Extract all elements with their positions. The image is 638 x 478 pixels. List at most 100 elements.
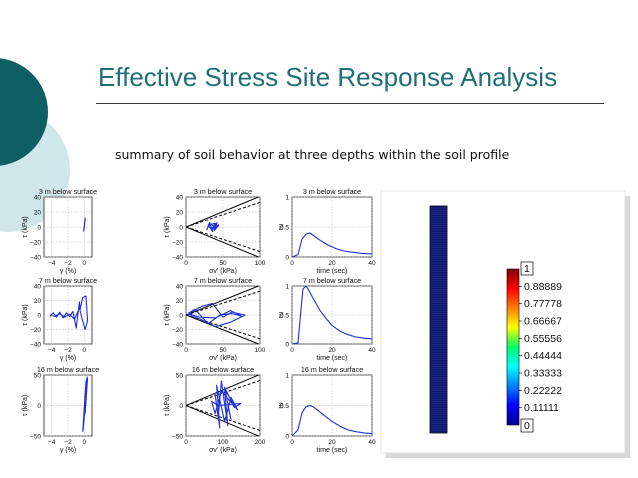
panel-4-series-line xyxy=(49,295,89,331)
panel-1-ytick-label: −20 xyxy=(30,239,41,246)
colorbar-max-label: 1 xyxy=(524,263,530,275)
panel-3-xtick-label: 0 xyxy=(290,260,294,267)
panel-4-ytick-label: 0 xyxy=(37,312,41,319)
panel-3-ytick-label: 0 xyxy=(285,254,289,261)
title-divider xyxy=(96,103,604,104)
colorbar-tick-label: 0.22222 xyxy=(524,385,562,397)
panel-1-xlabel: γ (%) xyxy=(60,268,76,275)
panel-3-xlabel: time (sec) xyxy=(317,268,348,275)
panel-3-xtick-label: 20 xyxy=(328,260,336,267)
colorbar xyxy=(506,268,520,426)
panel-9-xlabel: time (sec) xyxy=(317,447,348,454)
panel-8-xtick-label: 0 xyxy=(184,439,188,446)
panel-1-ytick-label: 20 xyxy=(34,209,42,216)
panel-7-xlabel: γ (%) xyxy=(60,447,76,454)
panel-4-ytick-label: −40 xyxy=(30,341,41,348)
panel-7-series-line xyxy=(82,376,89,432)
panel-7-xtick-label: −4 xyxy=(48,439,56,446)
slide-subtitle: summary of soil behavior at three depths… xyxy=(115,147,510,162)
panel-2-xtick-label: 0 xyxy=(184,260,188,267)
panel-5-ytick-label: 20 xyxy=(176,298,184,305)
panel-1-xtick-label: −2 xyxy=(64,260,72,267)
panel-9-ytick-label: 0.5 xyxy=(280,403,289,410)
panel-5-title: 7 m below surface xyxy=(194,276,252,285)
panel-5-xtick-label: 50 xyxy=(219,347,227,354)
panel-9-ytick-label: 1 xyxy=(285,372,289,379)
panel-4-ylabel: τ (kPa) xyxy=(22,304,29,325)
panel-7-xtick-label: 0 xyxy=(83,439,87,446)
panel-6-xtick-label: 0 xyxy=(290,347,294,354)
panel-5-ytick-label: −20 xyxy=(172,327,183,334)
panel-6-xtick-label: 20 xyxy=(328,347,336,354)
panel-6-ytick-label: 1 xyxy=(285,283,289,290)
panel-7-ytick-label: −50 xyxy=(30,433,41,440)
panel-8-ytick-label: −50 xyxy=(172,433,183,440)
soil-column xyxy=(429,205,448,434)
panel-4-xtick-label: 0 xyxy=(83,347,87,354)
colorbar-min-box xyxy=(520,418,534,433)
panel-9-xtick-label: 0 xyxy=(290,439,294,446)
panel-1-ytick-label: 40 xyxy=(34,194,42,201)
panel-6-series-line xyxy=(291,285,373,345)
panel-2-ytick-label: 20 xyxy=(176,209,184,216)
slide-title: Effective Stress Site Response Analysis xyxy=(98,62,558,92)
panel-4-ytick-label: 40 xyxy=(34,283,42,290)
colorbar-min-label: 0 xyxy=(524,420,530,432)
panel-9-ytick-label: 0 xyxy=(285,433,289,440)
panel-8-envelope-solid xyxy=(186,405,260,436)
panel-4-ytick-label: 20 xyxy=(34,298,42,305)
panel-1-series-line xyxy=(82,217,86,232)
panel-8-ytick-label: 50 xyxy=(176,372,184,379)
panel-2-envelope-solid xyxy=(186,226,260,257)
panel-4-xtick-label: −2 xyxy=(64,347,72,354)
panel-7-xtick-label: −2 xyxy=(64,439,72,446)
panel-7-ytick-label: 50 xyxy=(34,372,42,379)
panel-5-xtick-label: 100 xyxy=(255,347,266,354)
panel-5-envelope-dashed xyxy=(186,290,260,316)
panel-5-ytick-label: −40 xyxy=(172,341,183,348)
panel-1-xtick-label: −4 xyxy=(48,260,56,267)
panel-1-ylabel: τ (kPa) xyxy=(22,216,29,237)
colorbar-tick-label: 0.88889 xyxy=(524,281,562,293)
panel-3-title: 3 m below surface xyxy=(303,187,361,196)
panel-4-xtick-label: −4 xyxy=(48,347,56,354)
panel-2-xtick-label: 50 xyxy=(219,260,227,267)
panel-8-ytick-label: 0 xyxy=(179,403,183,410)
panel-9-title: 16 m below surface xyxy=(301,365,363,374)
panel-5-xtick-label: 0 xyxy=(184,347,188,354)
panel-7-ylabel: τ (kPa) xyxy=(22,395,29,416)
panel-1-ytick-label: 0 xyxy=(37,224,41,231)
panel-6-xtick-label: 40 xyxy=(368,347,376,354)
panel-8-ylabel: τ (kPa) xyxy=(164,395,171,416)
panel-3-series-line xyxy=(291,232,373,258)
panel-3-xtick-label: 40 xyxy=(368,260,376,267)
panel-9-xtick-label: 40 xyxy=(368,439,376,446)
panel-1-xtick-label: 0 xyxy=(83,260,87,267)
panel-2-xtick-label: 100 xyxy=(255,260,266,267)
panel-8-xtick-label: 200 xyxy=(255,439,266,446)
panel-5-series-line xyxy=(187,302,246,328)
panel-1-ytick-label: −40 xyxy=(30,254,41,261)
panel-6-ytick-label: 0.5 xyxy=(280,312,289,319)
panel-4-title: 7 m below surface xyxy=(39,276,97,285)
panel-5-envelope-solid xyxy=(186,314,260,344)
panel-5-ylabel: τ (kPa) xyxy=(164,304,171,325)
colorbar-tick-label: 0.33333 xyxy=(524,368,562,380)
panel-3-ytick-label: 0.5 xyxy=(280,224,289,231)
panel-3-ytick-label: 1 xyxy=(285,194,289,201)
panel-8-series-line xyxy=(211,380,242,429)
colorbar-tick-label: 0.11111 xyxy=(524,402,559,414)
panel-5-ytick-label: 0 xyxy=(179,312,183,319)
panel-6-xlabel: time (sec) xyxy=(317,355,348,362)
decor-circle-dark xyxy=(0,58,48,166)
colorbar-tick-label: 0.77778 xyxy=(524,298,562,310)
panel-2-envelope-solid xyxy=(186,197,260,228)
panel-6-ylabel: ru xyxy=(278,312,285,318)
panel-4-xlabel: γ (%) xyxy=(60,355,76,362)
panel-2-envelope-dashed xyxy=(186,226,260,253)
panel-5-envelope-solid xyxy=(186,286,260,316)
colorbar-max-box xyxy=(520,261,534,276)
panel-8-title: 16 m below surface xyxy=(192,365,254,374)
panel-6-ytick-label: 0 xyxy=(285,341,289,348)
panel-7-ytick-label: 0 xyxy=(37,403,41,410)
